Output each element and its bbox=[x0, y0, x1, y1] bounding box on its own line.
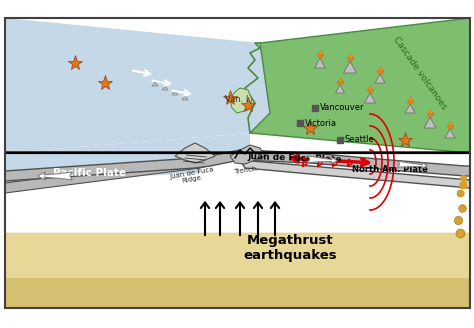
Polygon shape bbox=[424, 117, 436, 128]
Polygon shape bbox=[5, 133, 250, 183]
Polygon shape bbox=[182, 96, 188, 100]
Polygon shape bbox=[172, 91, 178, 95]
Text: Pacific Plate: Pacific Plate bbox=[54, 168, 127, 178]
Text: Victoria: Victoria bbox=[305, 118, 337, 128]
Text: Ridge: Ridge bbox=[182, 174, 202, 184]
Polygon shape bbox=[5, 233, 470, 308]
Polygon shape bbox=[344, 61, 356, 73]
Polygon shape bbox=[405, 104, 415, 113]
Text: Vancouver: Vancouver bbox=[320, 104, 365, 113]
Text: Cascade volcanoes: Cascade volcanoes bbox=[392, 35, 448, 111]
Polygon shape bbox=[5, 18, 270, 153]
Polygon shape bbox=[375, 74, 385, 83]
Polygon shape bbox=[230, 145, 265, 164]
Polygon shape bbox=[445, 129, 455, 138]
Polygon shape bbox=[5, 153, 220, 193]
Polygon shape bbox=[315, 58, 326, 68]
Polygon shape bbox=[162, 86, 168, 90]
Polygon shape bbox=[365, 93, 375, 103]
Polygon shape bbox=[336, 85, 345, 93]
Polygon shape bbox=[5, 150, 470, 181]
Text: Juan de Fuca Plate: Juan de Fuca Plate bbox=[248, 152, 342, 164]
Text: Trench: Trench bbox=[233, 165, 257, 174]
Text: Van. I.: Van. I. bbox=[225, 95, 251, 105]
Polygon shape bbox=[152, 82, 158, 86]
Text: Megathrust
earthquakes: Megathrust earthquakes bbox=[243, 234, 337, 262]
Polygon shape bbox=[240, 160, 470, 188]
Polygon shape bbox=[175, 143, 215, 163]
Polygon shape bbox=[250, 18, 470, 153]
Text: Seattle: Seattle bbox=[345, 135, 375, 145]
Text: North Am. Plate: North Am. Plate bbox=[352, 166, 428, 174]
Text: Juan de Fuca: Juan de Fuca bbox=[170, 166, 215, 180]
Polygon shape bbox=[230, 88, 252, 113]
Polygon shape bbox=[5, 278, 470, 308]
